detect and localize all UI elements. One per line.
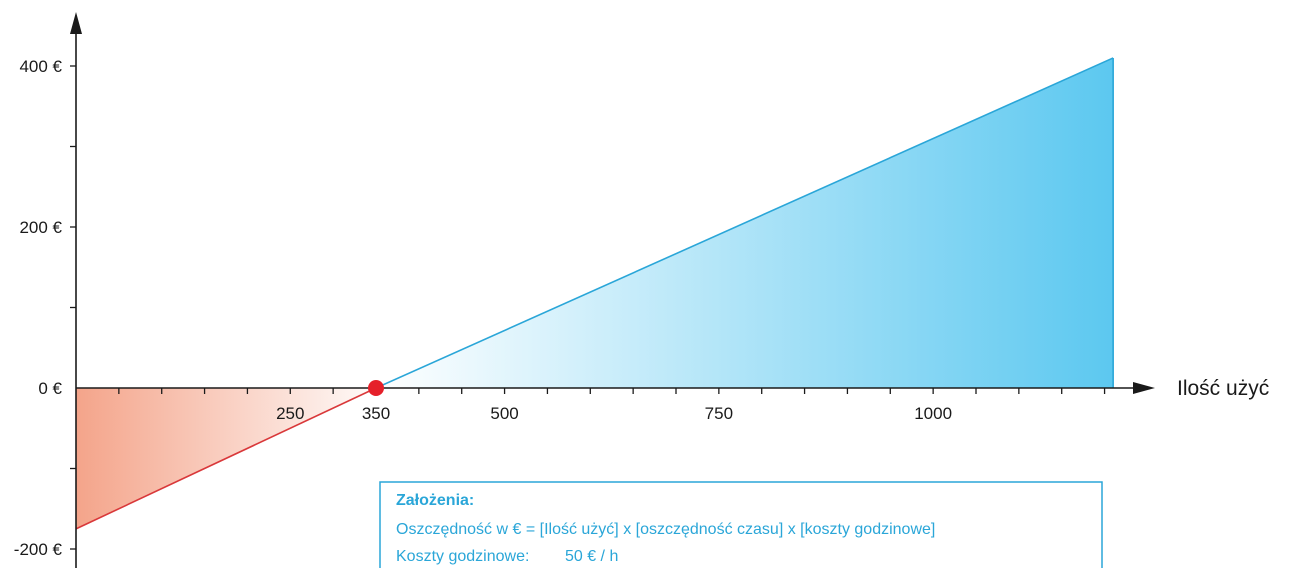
y-tick-label: -200 € xyxy=(14,540,63,559)
y-axis-arrow xyxy=(70,12,82,34)
assumptions-title: Założenia: xyxy=(396,492,474,509)
assumptions-box-border xyxy=(379,481,1103,568)
assumptions-box: Założenia: Oszczędność w € = [Ilość użyć… xyxy=(379,481,1103,568)
assumptions-line-2: Koszty godzinowe: 50 € / h xyxy=(396,548,618,565)
marker-layer xyxy=(368,380,384,396)
x-tick-label-break-even: 350 xyxy=(362,404,390,423)
assumptions-line-1: Oszczędność w € = [Ilość użyć] x [oszczę… xyxy=(396,521,935,538)
loss-line xyxy=(75,387,377,530)
break-even-point xyxy=(368,380,384,396)
savings-line xyxy=(375,57,1114,389)
savings-area xyxy=(376,57,1114,388)
x-tick-label: 250 xyxy=(276,404,304,423)
y-tick-label: 0 € xyxy=(38,379,62,398)
x-tick-label: 750 xyxy=(705,404,733,423)
axes: Ilość użyć xyxy=(70,12,1269,568)
x-axis-title: Ilość użyć xyxy=(1177,377,1269,400)
x-axis-arrow xyxy=(1133,382,1155,394)
x-tick-label: 1000 xyxy=(914,404,952,423)
ticks: 250 350 500 750 1000 400 € 200 € 0 € -200 € xyxy=(14,57,1106,559)
x-tick-label: 500 xyxy=(490,404,518,423)
y-tick-label: 200 € xyxy=(19,218,62,237)
line-group xyxy=(75,57,1114,530)
area-group xyxy=(76,57,1114,529)
y-tick-label: 400 € xyxy=(19,57,62,76)
